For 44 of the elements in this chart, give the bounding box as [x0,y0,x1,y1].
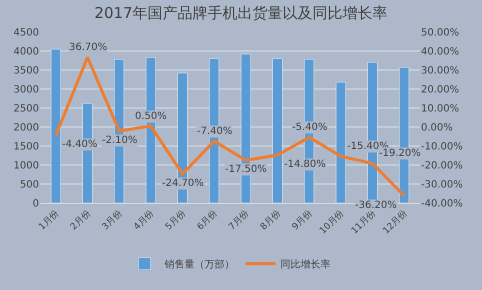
y-tick-label: 4000 [14,46,39,58]
y2-tick-label: -20.00% [421,160,463,172]
y-tick-label: 500 [20,180,39,190]
y-tick-label: 0 [32,198,39,210]
x-tick-label: 10月份 [318,208,346,236]
y2-tick-label: 50.00% [421,28,460,38]
data-label: -24.70% [162,178,204,189]
data-label: -19.20% [379,148,421,159]
y2-tick-label: -40.00% [421,198,463,210]
y-tick-label: 2000 [14,122,39,134]
legend-label: 同比增长率 [280,258,330,271]
x-tick-label: 2月份 [68,208,93,232]
y-tick-label: 2500 [14,104,39,114]
data-label: 0.50% [135,111,167,122]
chart-title: 2017年国产品牌手机出货量以及同比增长率 [94,4,388,22]
x-tick-label: 4月份 [132,208,156,232]
y2-tick-label: -10.00% [421,142,463,152]
data-label: -7.40% [197,126,232,137]
x-tick-label: 1月份 [36,208,62,232]
x-tick-label: 7月份 [226,208,252,232]
x-tick-label: 9月份 [290,208,314,232]
x-tick-label: 5月份 [163,208,188,232]
data-label: -2.10% [102,135,138,146]
y2-tick-label: 10.00% [421,104,460,114]
y-tick-label: 4500 [14,28,39,38]
y-tick-label: 1500 [14,142,39,152]
y-tick-label: 1000 [14,160,39,172]
x-tick-label: 6月份 [194,208,220,232]
x-tick-label: 3月份 [100,208,124,232]
y2-tick-label: 20.00% [421,84,460,96]
y2-tick-label: -30.00% [421,180,463,190]
x-tick-label: 8月份 [258,208,283,232]
data-label: -5.40% [292,122,328,133]
data-label: -36.20% [355,200,397,211]
legend-label: 销售量（万部） [164,258,234,271]
y2-tick-label: 0.00% [421,122,453,134]
data-label: -17.50% [225,164,267,175]
data-label: 36.70% [69,42,108,53]
y-tick-label: 3500 [14,66,39,76]
data-label: -4.40% [62,139,98,150]
y-tick-label: 3000 [14,84,39,96]
y2-tick-label: 30.00% [421,66,460,76]
y2-tick-label: 40.00% [421,46,460,58]
data-label: -14.80% [284,159,326,170]
